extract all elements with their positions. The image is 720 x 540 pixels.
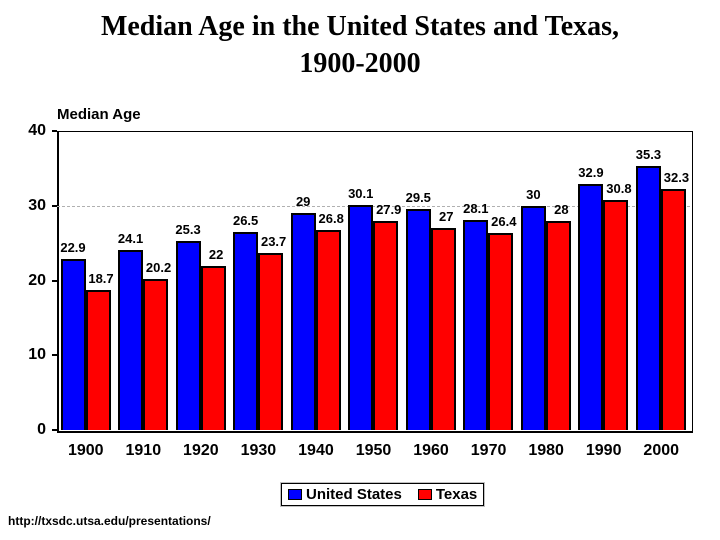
bar-united-states-1960: [405, 209, 431, 430]
y-tick-mark: [52, 130, 57, 132]
bar-value-label: 25.3: [175, 221, 201, 237]
bar-texas-1920: [200, 265, 226, 430]
bar-texas-1910: [143, 279, 169, 430]
bar-value-label: 22.9: [60, 239, 86, 255]
x-tick-label: 1950: [355, 442, 392, 459]
gridline-30: [57, 205, 690, 207]
slide-title-line1: Median Age in the United States and Texa…: [100, 11, 620, 42]
bar-texas-1950: [373, 221, 399, 430]
bar-value-label: 30.8: [606, 180, 632, 196]
x-tick-label: 1920: [183, 442, 219, 459]
x-tick-label: 1990: [585, 442, 622, 459]
legend-swatch-texas-icon: [417, 489, 432, 500]
bar-united-states-1990: [578, 184, 604, 430]
bar-texas-1980: [545, 220, 571, 430]
bar-united-states-2000: [635, 166, 661, 430]
bar-value-label: 26.4: [491, 213, 517, 229]
bar-united-states-1910: [118, 249, 144, 430]
y-tick-label: 40: [28, 122, 46, 139]
footer-url: http://txsdc.utsa.edu/presentations/: [8, 514, 211, 528]
y-tick-mark: [52, 204, 57, 207]
bar-value-label: 32.3: [663, 169, 690, 185]
bar-value-label: 27: [439, 209, 454, 225]
bar-value-label: 18.7: [88, 271, 114, 287]
chart-axis-title: Median Age: [57, 106, 141, 123]
y-tick-mark: [52, 354, 57, 357]
bar-value-label: 32.9: [578, 165, 604, 181]
slide-title: Median Age in the United States and Texa…: [0, 8, 720, 82]
bar-value-label: 23.7: [260, 233, 287, 249]
x-tick-label: 1970: [470, 442, 507, 459]
bar-united-states-1940: [290, 213, 316, 430]
x-tick-label: 2000: [643, 442, 680, 459]
x-tick-label: 1900: [67, 442, 104, 459]
bar-united-states-1930: [233, 231, 259, 430]
bar-texas-1940: [315, 229, 341, 430]
bar-united-states-1980: [520, 205, 546, 430]
bar-united-states-1920: [175, 240, 201, 430]
bar-texas-1960: [430, 228, 456, 430]
y-tick-label: 30: [28, 196, 46, 214]
bar-value-label: 22: [208, 246, 224, 262]
bar-value-label: 24.1: [117, 230, 144, 246]
bar-value-label: 26.8: [318, 210, 344, 226]
bar-value-label: 29: [295, 194, 311, 210]
bar-value-label: 30.1: [348, 186, 374, 201]
bar-value-label: 27.9: [376, 202, 402, 218]
bar-value-label: 28.1: [463, 200, 489, 216]
bar-value-label: 30: [526, 186, 541, 202]
bar-texas-1990: [603, 199, 629, 430]
legend: United States Texas: [279, 482, 486, 507]
bar-texas-1970: [488, 232, 514, 430]
bar-value-label: 35.3: [635, 147, 662, 163]
y-tick-label: 20: [28, 271, 46, 289]
bar-value-label: 26.5: [232, 212, 259, 228]
x-tick-label: 1930: [240, 442, 277, 459]
bar-value-label: 28: [554, 201, 569, 217]
x-tick-label: 1910: [125, 442, 162, 459]
y-tick-mark: [52, 279, 57, 282]
bar-united-states-1900: [60, 258, 86, 430]
bar-united-states-1970: [463, 219, 489, 430]
legend-label-united-states: United States: [306, 486, 402, 503]
x-tick-label: 1960: [413, 442, 449, 459]
bar-texas-1930: [258, 252, 284, 430]
bar-texas-2000: [660, 188, 686, 430]
y-tick-mark: [52, 429, 57, 431]
y-tick-label: 10: [28, 346, 46, 364]
slide-title-line2: 1900-2000: [299, 48, 421, 79]
bar-texas-1900: [85, 290, 111, 430]
x-tick-label: 1940: [298, 442, 334, 459]
bar-value-label: 29.5: [405, 190, 431, 206]
bar-value-label: 20.2: [145, 260, 172, 275]
bar-united-states-1950: [348, 205, 374, 430]
x-tick-label: 1980: [528, 442, 564, 459]
legend-swatch-united-states-icon: [288, 489, 302, 500]
legend-label-texas: Texas: [435, 486, 478, 503]
y-tick-label: 0: [37, 421, 46, 438]
